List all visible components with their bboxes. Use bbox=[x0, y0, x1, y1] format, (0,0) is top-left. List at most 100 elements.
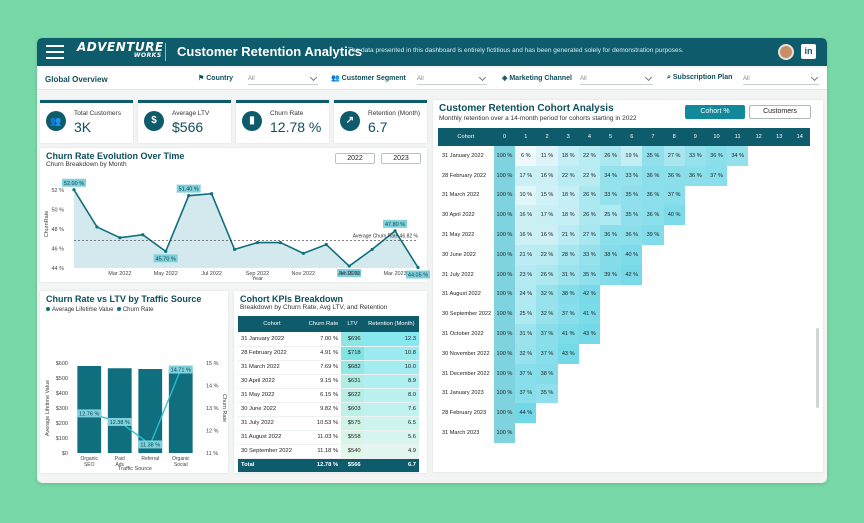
cohort-cell[interactable]: 37 % bbox=[663, 185, 685, 206]
cohort-cell[interactable]: 18 % bbox=[557, 185, 579, 206]
cohort-cell[interactable]: 41 % bbox=[578, 304, 600, 325]
cohort-cell[interactable]: 36 % bbox=[684, 165, 706, 186]
cohort-cell[interactable]: 37 % bbox=[705, 165, 728, 186]
column-header[interactable]: Churn Rate bbox=[305, 316, 342, 332]
cohort-row[interactable]: 30 November 2022 100 % 32 % 37 % 43 % bbox=[438, 343, 810, 364]
cohort-cell[interactable]: 38 % bbox=[557, 284, 579, 305]
year-2022-button[interactable]: 2022 bbox=[335, 153, 375, 164]
cohort-cell[interactable]: 22 % bbox=[557, 165, 579, 186]
cohort-row[interactable]: 31 December 2022 100 % 37 % 38 % bbox=[438, 363, 810, 384]
cohort-cell[interactable]: 37 % bbox=[557, 304, 579, 325]
cohort-cell[interactable]: 22 % bbox=[536, 244, 558, 265]
table-row[interactable]: 30 June 2022 9.82 % $603 7.6 bbox=[238, 402, 419, 417]
month-header[interactable]: 1 bbox=[515, 128, 537, 146]
column-header[interactable]: Retention (Month) bbox=[363, 316, 419, 332]
cohort-cell[interactable]: 24 % bbox=[515, 284, 537, 305]
month-header[interactable]: 10 bbox=[705, 128, 728, 146]
cohort-cell[interactable]: 18 % bbox=[557, 205, 579, 226]
table-row[interactable]: 31 July 2022 10.53 % $575 6.5 bbox=[238, 416, 419, 431]
month-header[interactable]: 11 bbox=[727, 128, 749, 146]
tab-customers[interactable]: Customers bbox=[749, 105, 811, 119]
cohort-row[interactable]: 31 March 2022 100 % 10 % 15 % 18 % 26 % 33 % 35… bbox=[438, 185, 810, 206]
cohort-cell[interactable]: 31 % bbox=[515, 324, 537, 344]
segment-filter[interactable]: 👥 Customer Segment All bbox=[331, 72, 491, 86]
cohort-cell[interactable]: 27 % bbox=[663, 146, 685, 166]
cohort-row[interactable]: 31 August 2022 100 % 24 % 32 % 38 % 42 % bbox=[438, 284, 810, 305]
linkedin-icon[interactable]: in bbox=[801, 44, 816, 59]
cohort-cell[interactable]: 26 % bbox=[599, 146, 622, 166]
cohort-cell[interactable]: 21 % bbox=[515, 244, 537, 265]
cohort-cell[interactable]: 36 % bbox=[705, 146, 728, 166]
month-header[interactable]: 6 bbox=[621, 128, 643, 146]
column-header[interactable]: Cohort bbox=[238, 316, 306, 332]
cohort-cell[interactable]: 36 % bbox=[642, 205, 664, 226]
cohort-cell[interactable]: 36 % bbox=[621, 225, 643, 245]
cohort-cell[interactable]: 27 % bbox=[578, 225, 600, 245]
cohort-row[interactable]: 31 October 2022 100 % 31 % 37 % 41 % 43 % bbox=[438, 324, 810, 344]
cohort-row[interactable]: 30 June 2022 100 % 21 % 22 % 28 % 33 % 38 % 40 … bbox=[438, 244, 810, 265]
cohort-cell[interactable]: 39 % bbox=[599, 264, 622, 285]
cohort-cell[interactable]: 15 % bbox=[536, 185, 558, 206]
cohort-cell[interactable]: 16 % bbox=[515, 205, 537, 226]
cohort-cell[interactable]: 36 % bbox=[663, 165, 685, 186]
channel-filter[interactable]: ◈ Marketing Channel All bbox=[502, 72, 654, 86]
cohort-cell[interactable]: 25 % bbox=[515, 304, 537, 325]
month-header[interactable]: 9 bbox=[684, 128, 706, 146]
month-header[interactable]: 13 bbox=[769, 128, 790, 146]
cohort-cell[interactable]: 26 % bbox=[578, 185, 600, 206]
cohort-cell[interactable]: 32 % bbox=[536, 284, 558, 305]
cohort-cell[interactable]: 100 % bbox=[493, 363, 516, 384]
cohort-cell[interactable]: 100 % bbox=[493, 284, 516, 305]
cohort-cell[interactable]: 100 % bbox=[493, 165, 516, 186]
plan-dropdown[interactable]: All bbox=[743, 73, 819, 85]
cohort-cell[interactable]: 100 % bbox=[493, 205, 516, 226]
segment-dropdown[interactable]: All bbox=[417, 73, 487, 85]
cohort-cell[interactable]: 34 % bbox=[599, 165, 622, 186]
cohort-cell[interactable]: 37 % bbox=[536, 324, 558, 344]
table-row[interactable]: 30 September 2022 11.18 % $540 4.9 bbox=[238, 444, 419, 459]
table-row[interactable]: 31 May 2022 6.15 % $622 8.0 bbox=[238, 388, 419, 403]
country-filter[interactable]: ⚑ Country All bbox=[198, 72, 318, 86]
column-header[interactable]: Cohort bbox=[438, 128, 494, 146]
cohort-cell[interactable]: 35 % bbox=[621, 205, 643, 226]
month-header[interactable]: 2 bbox=[536, 128, 558, 146]
table-row[interactable]: 31 August 2022 11.03 % $558 5.6 bbox=[238, 430, 419, 445]
country-dropdown[interactable]: All bbox=[248, 73, 318, 85]
cohort-cell[interactable]: 39 % bbox=[642, 225, 664, 245]
month-header[interactable]: 8 bbox=[663, 128, 685, 146]
cohort-cell[interactable]: 100 % bbox=[493, 244, 516, 265]
year-2023-button[interactable]: 2023 bbox=[381, 153, 421, 164]
cohort-cell[interactable]: 35 % bbox=[642, 146, 664, 166]
vertical-scrollbar[interactable] bbox=[816, 328, 819, 408]
cohort-cell[interactable]: 100 % bbox=[493, 225, 516, 245]
cohort-cell[interactable]: 43 % bbox=[557, 343, 579, 364]
cohort-cell[interactable]: 100 % bbox=[493, 185, 516, 206]
cohort-row[interactable]: 31 May 2022 100 % 16 % 16 % 21 % 27 % 36 % 36 %… bbox=[438, 225, 810, 245]
cohort-cell[interactable]: 42 % bbox=[621, 264, 643, 285]
cohort-cell[interactable]: 16 % bbox=[536, 165, 558, 186]
cohort-cell[interactable]: 23 % bbox=[515, 264, 537, 285]
cohort-cell[interactable]: 35 % bbox=[621, 185, 643, 206]
cohort-cell[interactable]: 16 % bbox=[536, 225, 558, 245]
channel-dropdown[interactable]: All bbox=[580, 73, 653, 85]
cohort-cell[interactable]: 31 % bbox=[557, 264, 579, 285]
month-header[interactable]: 4 bbox=[578, 128, 600, 146]
cohort-cell[interactable]: 22 % bbox=[578, 146, 600, 166]
cohort-cell[interactable]: 33 % bbox=[599, 185, 622, 206]
cohort-row[interactable]: 31 July 2022 100 % 23 % 26 % 31 % 35 % 39 % 42 … bbox=[438, 264, 810, 285]
cohort-cell[interactable]: 36 % bbox=[599, 225, 622, 245]
plan-filter[interactable]: ⌕ Subscription Plan All bbox=[667, 72, 819, 86]
avatar[interactable] bbox=[778, 44, 794, 60]
cohort-cell[interactable]: 34 % bbox=[727, 146, 749, 166]
cohort-cell[interactable]: 33 % bbox=[684, 146, 706, 166]
cohort-cell[interactable]: 18 % bbox=[557, 146, 579, 166]
table-row[interactable]: 30 April 2022 9.15 % $631 8.9 bbox=[238, 374, 419, 389]
cohort-cell[interactable]: 100 % bbox=[493, 423, 516, 443]
cohort-cell[interactable]: 33 % bbox=[621, 165, 643, 186]
month-header[interactable]: 5 bbox=[599, 128, 622, 146]
cohort-cell[interactable]: 33 % bbox=[578, 244, 600, 265]
cohort-cell[interactable]: 26 % bbox=[536, 264, 558, 285]
cohort-cell[interactable]: 35 % bbox=[536, 383, 558, 404]
menu-icon[interactable] bbox=[46, 45, 64, 59]
cohort-row[interactable]: 28 February 2022 100 % 17 % 16 % 22 % 22 % 34 … bbox=[438, 165, 810, 186]
